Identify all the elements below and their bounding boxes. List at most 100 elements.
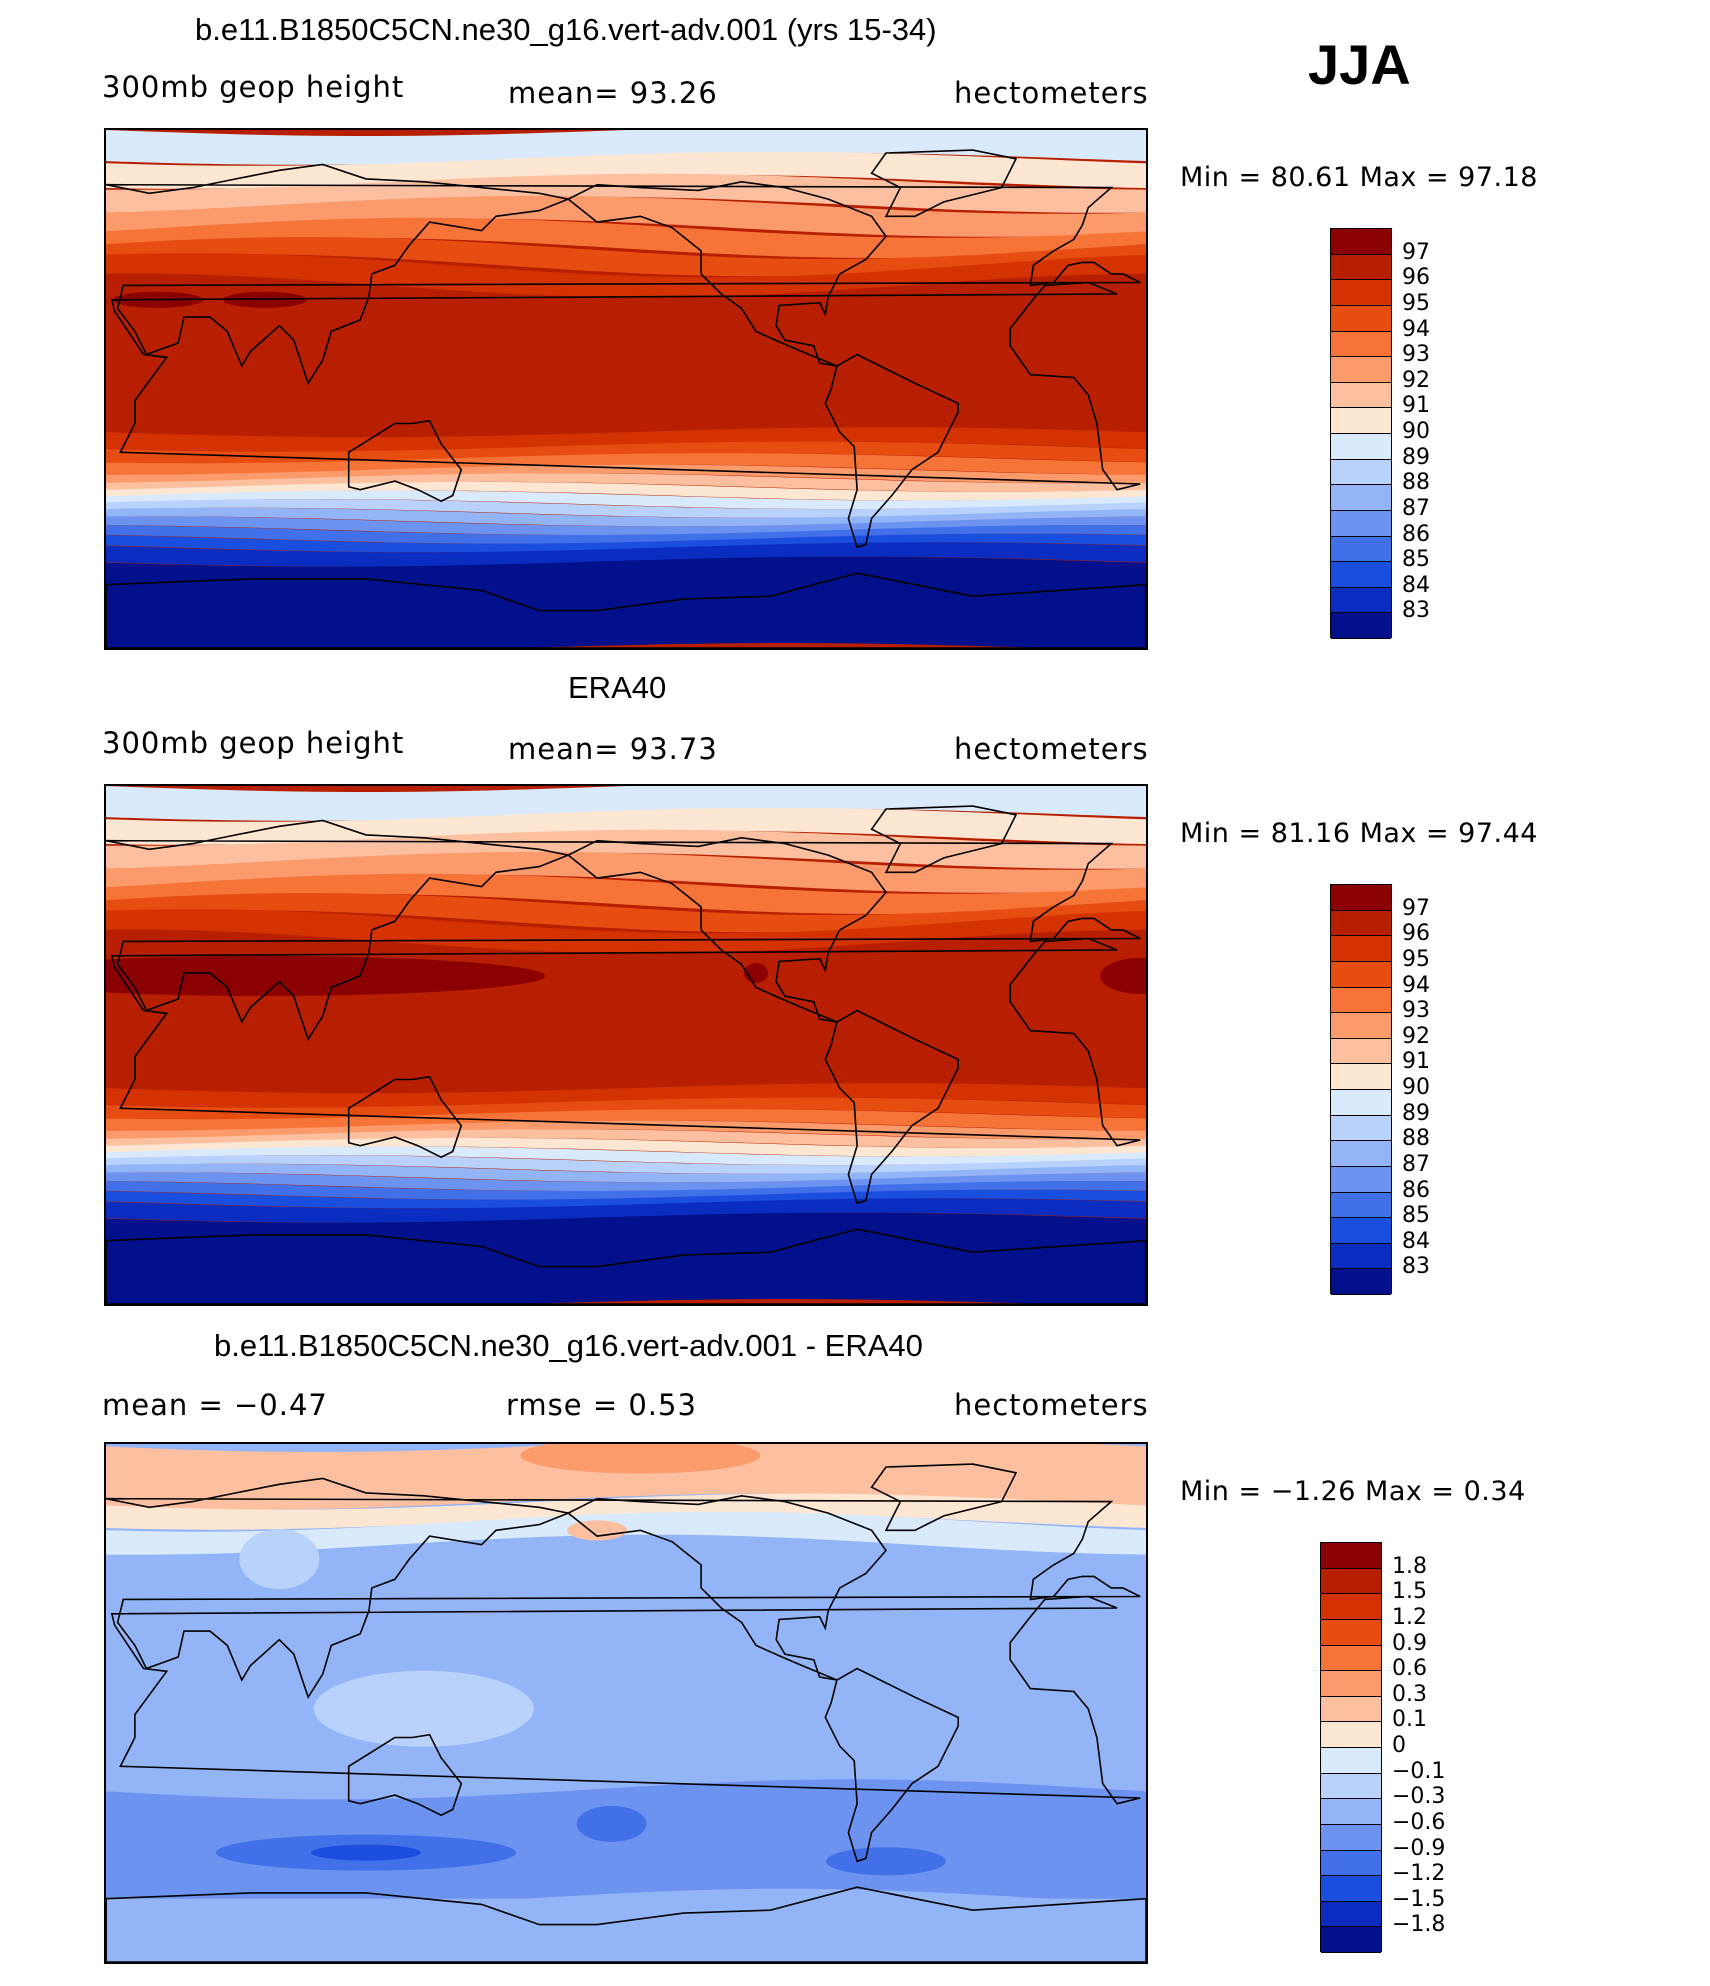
colorbar-label: 96	[1402, 265, 1430, 291]
colorbar-label: 88	[1402, 1126, 1430, 1152]
contour-band	[106, 1198, 1146, 1223]
panel-3-units-label: hectometers	[954, 1388, 1149, 1422]
colorbar-label: 0.6	[1392, 1656, 1427, 1682]
max-region	[222, 291, 307, 308]
contour-band	[106, 1181, 1146, 1200]
panel-3-map	[104, 1442, 1148, 1964]
colorbar-swatch	[1331, 305, 1391, 332]
contour-band	[106, 195, 1146, 237]
contour-band	[106, 1779, 1146, 1909]
colorbar-label: −0.1	[1392, 1758, 1446, 1784]
colorbar-swatch	[1321, 1799, 1381, 1825]
panel-2-map-field	[106, 786, 1146, 1304]
coastline	[110, 1595, 1141, 1805]
coastline	[110, 281, 1141, 491]
colorbar-swatch	[1321, 1850, 1381, 1877]
colorbar-label: 90	[1402, 1075, 1430, 1100]
contour-band	[106, 1163, 1146, 1183]
colorbar-label: −0.9	[1392, 1835, 1446, 1861]
coastline	[824, 1009, 959, 1205]
coastline	[106, 1477, 1141, 1700]
contour-band	[106, 441, 1146, 464]
coastline	[566, 836, 888, 1023]
colorbar-label: 89	[1402, 444, 1430, 470]
negative-region	[576, 1805, 647, 1842]
colorbar-label: 94	[1402, 972, 1430, 998]
colorbar-label: 0.3	[1392, 1681, 1427, 1707]
contour-band	[106, 873, 1146, 914]
colorbar-label: 85	[1402, 547, 1430, 573]
colorbar-swatch	[1331, 1038, 1391, 1065]
colorbar-label: 87	[1402, 495, 1430, 521]
colorbar-swatch	[1331, 229, 1391, 255]
colorbar-label: 96	[1402, 921, 1430, 947]
colorbar-swatch	[1331, 485, 1391, 511]
colorbar-label: 97	[1402, 895, 1430, 921]
weak-region	[313, 1670, 534, 1747]
negative-region	[311, 1844, 421, 1861]
panel-2-minmax: Min = 81.16 Max = 97.44	[1180, 818, 1538, 849]
colorbar-label: 95	[1402, 290, 1430, 316]
contour-band	[106, 829, 1146, 869]
colorbar-swatch	[1331, 987, 1391, 1014]
negative-region	[826, 1847, 946, 1876]
contour-band	[106, 217, 1146, 258]
colorbar-label: 86	[1402, 521, 1430, 547]
colorbar-label: 85	[1402, 1203, 1430, 1229]
panel-1-variable-label: 300mb geop height	[102, 70, 405, 104]
positive-region	[520, 1444, 761, 1474]
colorbar-label: −1.2	[1392, 1861, 1446, 1887]
colorbar-swatch	[1331, 587, 1391, 614]
contour-band	[106, 556, 1146, 648]
panel-2-variable-label: 300mb geop height	[102, 726, 405, 760]
coastline	[824, 353, 959, 549]
colorbar-label: 0.9	[1392, 1630, 1427, 1656]
panel-1-map-field	[106, 130, 1146, 648]
max-region	[106, 955, 545, 996]
colorbar-label: 1.8	[1392, 1553, 1427, 1579]
colorbar-swatch	[1321, 1722, 1381, 1748]
panel-1-map	[104, 128, 1148, 650]
coastline	[106, 163, 1141, 386]
colorbar-swatch	[1331, 280, 1391, 306]
colorbar-label: 84	[1402, 1228, 1430, 1254]
colorbar-swatch	[1331, 1218, 1391, 1244]
colorbar-label: 83	[1402, 1254, 1430, 1280]
colorbar-label: 90	[1402, 419, 1430, 444]
contour-band	[106, 533, 1146, 553]
colorbar-swatch	[1331, 1141, 1391, 1167]
contour-band	[106, 1212, 1146, 1304]
colorbar-swatch	[1321, 1901, 1381, 1928]
panel-3-minmax: Min = −1.26 Max = 0.34	[1180, 1476, 1526, 1507]
coastline	[106, 1228, 1146, 1304]
panel-3-map-field	[106, 1444, 1146, 1962]
coastline	[870, 149, 1018, 218]
panel-1-colorbar	[1330, 228, 1392, 639]
contour-band	[106, 516, 1146, 535]
coastline	[347, 1075, 463, 1159]
coastline	[566, 180, 888, 367]
colorbar-label: 94	[1402, 316, 1430, 342]
colorbar-label: 86	[1402, 1177, 1430, 1203]
panel-1-minmax: Min = 80.61 Max = 97.18	[1180, 162, 1538, 193]
colorbar-swatch	[1321, 1645, 1381, 1672]
colorbar-swatch	[1331, 434, 1391, 460]
colorbar-label: 91	[1402, 1049, 1430, 1075]
colorbar-label: 1.2	[1392, 1604, 1427, 1630]
contour-band	[106, 893, 1146, 933]
colorbar-swatch	[1321, 1927, 1381, 1953]
contour-band	[106, 473, 1146, 492]
contour-band	[106, 173, 1146, 213]
colorbar-label: 92	[1402, 1023, 1430, 1049]
colorbar-swatch	[1331, 613, 1391, 639]
coastlines	[106, 149, 1146, 648]
colorbar-swatch	[1331, 1192, 1391, 1219]
colorbar-swatch	[1331, 1166, 1391, 1193]
panel-2-units-label: hectometers	[954, 732, 1149, 766]
colorbar-swatch	[1331, 910, 1391, 937]
colorbar-swatch	[1331, 1269, 1391, 1295]
coastline	[110, 937, 1141, 1147]
colorbar-swatch	[1321, 1824, 1381, 1851]
colorbar-swatch	[1321, 1773, 1381, 1800]
coastline	[347, 1733, 463, 1817]
